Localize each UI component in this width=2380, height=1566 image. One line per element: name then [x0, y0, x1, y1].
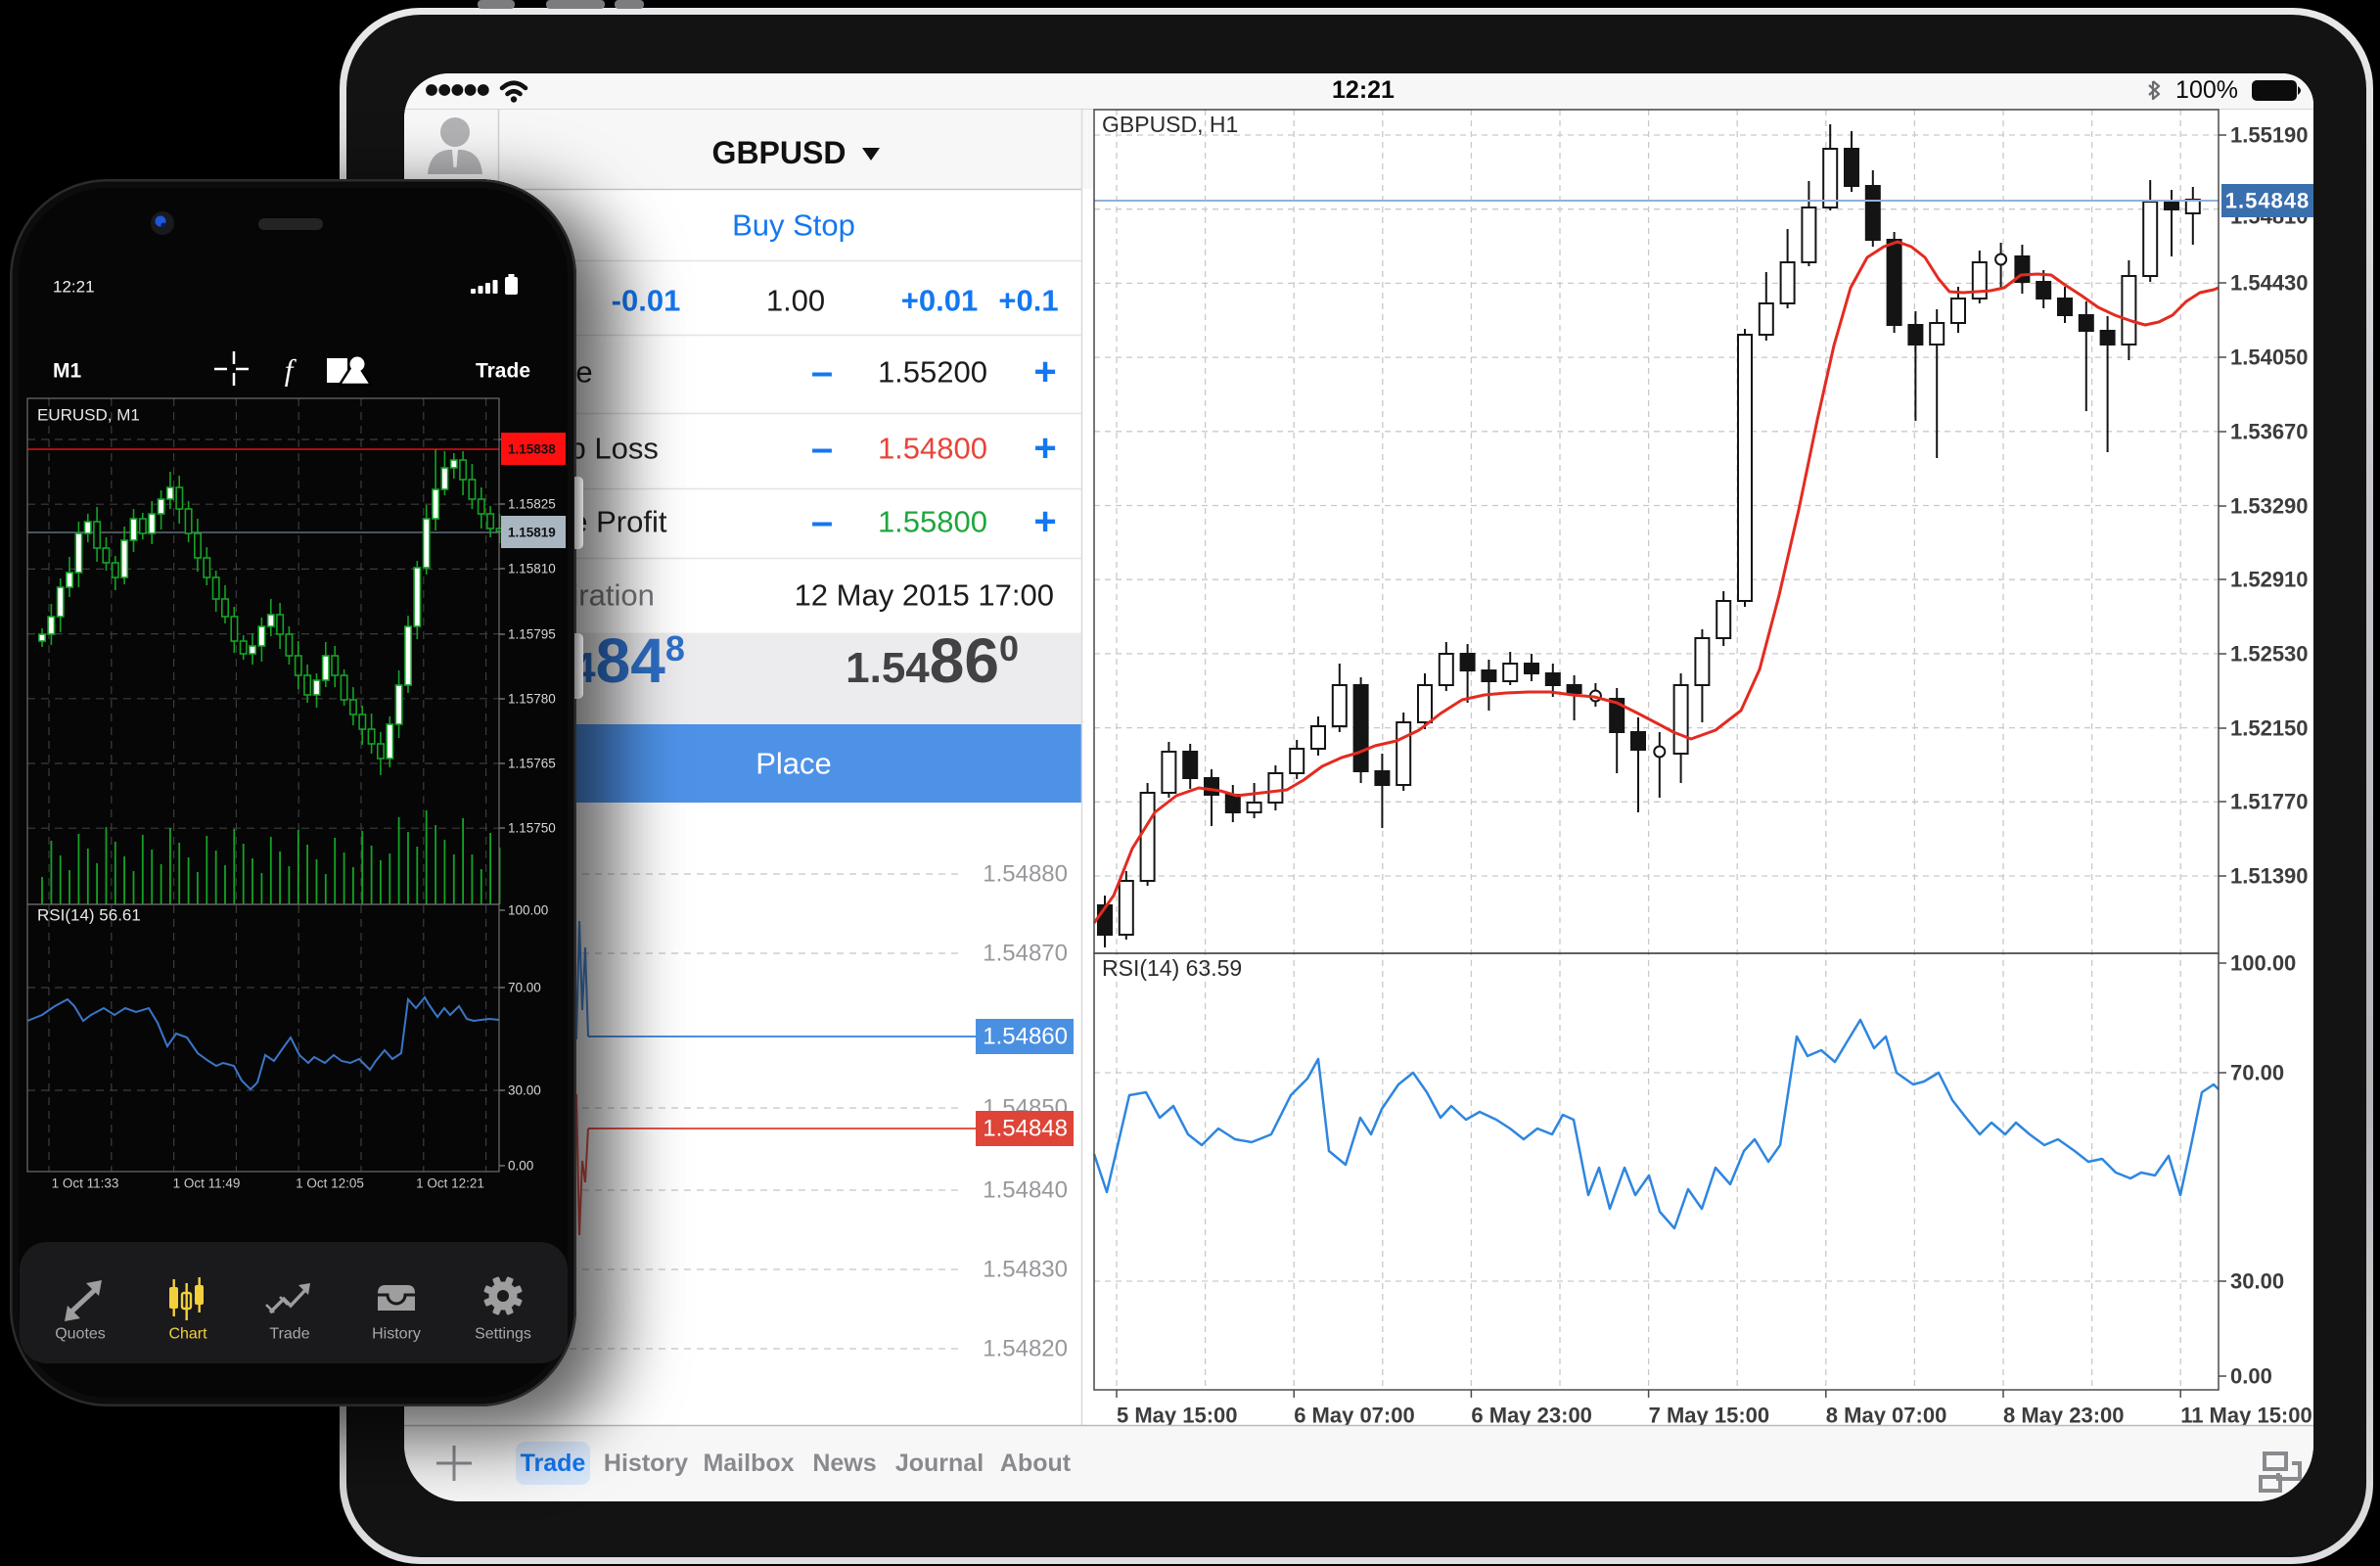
svg-text:12:21: 12:21 [53, 278, 95, 297]
svg-text:History: History [372, 1326, 421, 1343]
svg-text:–: – [811, 500, 833, 543]
svg-text:1.54800: 1.54800 [878, 432, 987, 466]
svg-text:+: + [1033, 500, 1056, 543]
svg-text:Trade: Trade [521, 1450, 586, 1477]
svg-text:1.15765: 1.15765 [508, 757, 556, 771]
svg-text:30.00: 30.00 [2230, 1269, 2284, 1294]
svg-text:1.51390: 1.51390 [2230, 864, 2309, 889]
svg-text:–: – [811, 350, 833, 393]
svg-text:News: News [812, 1450, 876, 1477]
svg-text:1.54848: 1.54848 [2225, 189, 2311, 213]
svg-text:100.00: 100.00 [508, 903, 548, 918]
svg-text:6 May 07:00: 6 May 07:00 [1294, 1404, 1415, 1428]
svg-text:12:21: 12:21 [1332, 76, 1395, 104]
svg-text:70.00: 70.00 [2230, 1061, 2284, 1085]
svg-text:1.53670: 1.53670 [2230, 420, 2309, 444]
svg-text:Journal: Journal [895, 1450, 984, 1477]
svg-text:+0.01: +0.01 [901, 284, 978, 318]
svg-text:1.54848: 1.54848 [983, 1116, 1068, 1142]
svg-text:M1: M1 [53, 360, 81, 383]
svg-text:1.55190: 1.55190 [2230, 123, 2309, 148]
svg-text:–: – [811, 427, 833, 470]
svg-text:+: + [1033, 350, 1056, 393]
svg-text:100.00: 100.00 [2230, 951, 2296, 976]
svg-text:GBPUSD: GBPUSD [712, 135, 847, 170]
svg-text:0.00: 0.00 [508, 1159, 533, 1174]
svg-text:1.54830: 1.54830 [983, 1257, 1068, 1283]
svg-text:1 Oct 11:49: 1 Oct 11:49 [173, 1176, 241, 1191]
svg-text:1.00: 1.00 [766, 284, 825, 318]
svg-text:7 May 15:00: 7 May 15:00 [1649, 1404, 1770, 1428]
svg-text:Place: Place [755, 747, 832, 781]
svg-text:1 Oct 12:21: 1 Oct 12:21 [416, 1176, 484, 1191]
svg-text:+0.1: +0.1 [998, 284, 1058, 318]
svg-text:1.55200: 1.55200 [878, 355, 987, 390]
svg-text:1.55800: 1.55800 [878, 505, 987, 539]
svg-text:1.54050: 1.54050 [2230, 345, 2309, 370]
svg-text:30.00: 30.00 [508, 1083, 541, 1098]
svg-text:1.54860: 1.54860 [983, 1024, 1068, 1050]
svg-text:+: + [1033, 427, 1056, 470]
svg-text:1.54880: 1.54880 [983, 861, 1068, 888]
svg-text:1 Oct 12:05: 1 Oct 12:05 [296, 1176, 364, 1191]
svg-text:About: About [1000, 1450, 1072, 1477]
svg-text:Mailbox: Mailbox [703, 1450, 794, 1477]
svg-text:70.00: 70.00 [508, 981, 541, 995]
svg-text:f: f [285, 353, 298, 388]
svg-text:GBPUSD, H1: GBPUSD, H1 [1102, 112, 1238, 137]
svg-text:5 May 15:00: 5 May 15:00 [1117, 1404, 1238, 1428]
svg-text:6 May 23:00: 6 May 23:00 [1471, 1404, 1592, 1428]
svg-text:8 May 23:00: 8 May 23:00 [2003, 1404, 2125, 1428]
svg-text:1.52910: 1.52910 [2230, 568, 2309, 592]
svg-text:1.15819: 1.15819 [508, 526, 556, 540]
svg-text:Chart: Chart [168, 1326, 207, 1343]
svg-text:Settings: Settings [475, 1326, 531, 1343]
svg-text:1.15780: 1.15780 [508, 692, 556, 707]
svg-text:1.54840: 1.54840 [983, 1177, 1068, 1204]
svg-text:12 May 2015 17:00: 12 May 2015 17:00 [795, 578, 1054, 613]
svg-text:1.54870: 1.54870 [983, 941, 1068, 967]
svg-text:1.54860: 1.54860 [846, 625, 1019, 696]
svg-text:1 Oct 11:33: 1 Oct 11:33 [52, 1176, 119, 1191]
svg-text:1.51770: 1.51770 [2230, 790, 2309, 814]
svg-text:Trade: Trade [476, 360, 530, 383]
svg-text:0.00: 0.00 [2230, 1364, 2272, 1389]
svg-text:History: History [604, 1450, 688, 1477]
svg-text:100%: 100% [2175, 76, 2238, 104]
svg-text:RSI(14) 63.59: RSI(14) 63.59 [1102, 955, 1242, 981]
svg-text:1.15838: 1.15838 [508, 442, 556, 457]
svg-text:1.54430: 1.54430 [2230, 271, 2309, 296]
svg-text:1.53290: 1.53290 [2230, 494, 2309, 519]
svg-text:EURUSD, M1: EURUSD, M1 [37, 406, 140, 425]
svg-text:1.52150: 1.52150 [2230, 716, 2309, 741]
svg-text:Quotes: Quotes [55, 1326, 106, 1343]
svg-text:11 May 15:00: 11 May 15:00 [2180, 1404, 2312, 1428]
svg-text:1.52530: 1.52530 [2230, 642, 2309, 667]
svg-text:Trade: Trade [269, 1326, 309, 1343]
svg-text:RSI(14) 56.61: RSI(14) 56.61 [37, 906, 141, 925]
svg-text:1.15750: 1.15750 [508, 821, 556, 836]
svg-text:8 May 07:00: 8 May 07:00 [1826, 1404, 1947, 1428]
svg-text:Buy Stop: Buy Stop [732, 208, 855, 243]
svg-text:1.15795: 1.15795 [508, 627, 556, 642]
svg-text:1.15810: 1.15810 [508, 562, 556, 576]
svg-text:-0.01: -0.01 [612, 284, 681, 318]
svg-text:1.15825: 1.15825 [508, 497, 556, 512]
svg-text:1.54820: 1.54820 [983, 1336, 1068, 1362]
